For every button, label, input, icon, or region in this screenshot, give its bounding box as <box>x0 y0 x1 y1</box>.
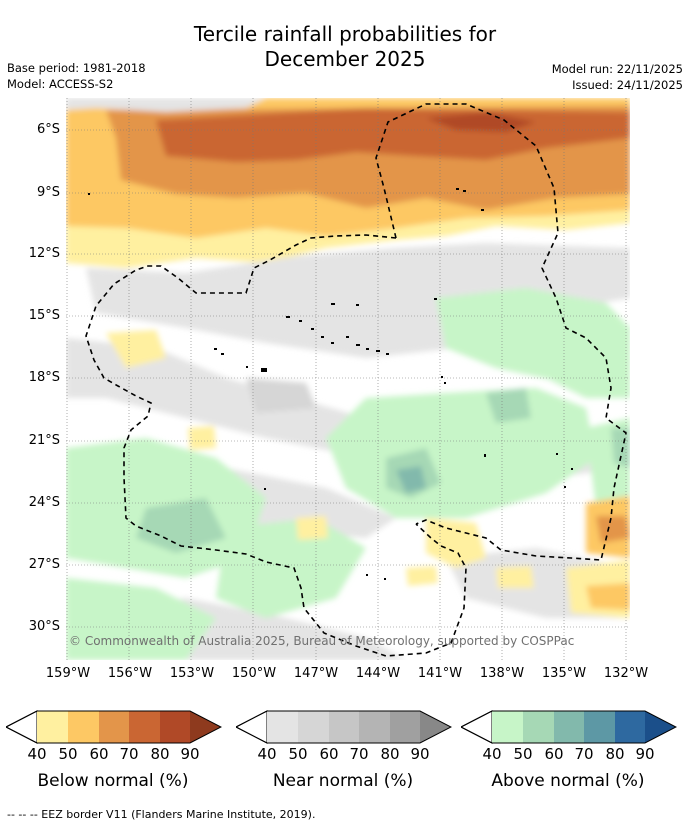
cbar-swatch <box>584 711 615 743</box>
lon-label: 144°W <box>355 666 401 681</box>
cbar-tick: 60 <box>89 745 109 763</box>
title-line-2: December 2025 <box>264 47 426 71</box>
eez-legend-note: -- -- -- EEZ border V11 (Flanders Marine… <box>7 808 316 821</box>
probability-shading <box>66 98 630 660</box>
lat-label: 6°S <box>36 122 60 137</box>
base-period: Base period: 1981-2018 <box>7 61 146 75</box>
lon-label: 147°W <box>293 666 339 681</box>
lat-label: 12°S <box>28 246 60 261</box>
eez-borders <box>85 103 627 657</box>
cbar-tick: 60 <box>319 745 339 763</box>
cbar-swatch <box>68 711 99 743</box>
below-normal-label: Below normal (%) <box>37 771 189 791</box>
cbar-tick: 40 <box>27 745 47 763</box>
cbar-tick: 80 <box>380 745 400 763</box>
map-title: Tercile rainfall probabilities for Decem… <box>0 22 690 72</box>
cbar-swatch <box>129 711 160 743</box>
cbar-tick: 80 <box>605 745 625 763</box>
cbar-upper-triangle <box>645 711 676 743</box>
lon-label: 138°W <box>479 666 525 681</box>
probability-map <box>66 98 630 660</box>
cbar-swatch <box>298 711 329 743</box>
lon-label: 153°W <box>169 666 215 681</box>
cbar-swatch <box>160 711 190 743</box>
title-line-1: Tercile rainfall probabilities for <box>193 22 497 46</box>
lat-label: 21°S <box>28 433 60 448</box>
meta-left: Base period: 1981-2018 Model: ACCESS-S2 <box>7 60 146 92</box>
cbar-tick: 60 <box>544 745 564 763</box>
islands <box>88 188 573 580</box>
cbar-swatch <box>492 711 523 743</box>
above-normal-colorbar <box>461 710 677 744</box>
cbar-tick: 90 <box>635 745 655 763</box>
lon-label: 141°W <box>417 666 463 681</box>
above-normal-label: Above normal (%) <box>491 771 645 791</box>
cbar-swatch <box>615 711 645 743</box>
lat-label: 9°S <box>36 185 60 200</box>
lat-label: 18°S <box>28 370 60 385</box>
cbar-swatch <box>390 711 420 743</box>
cbar-tick: 70 <box>119 745 139 763</box>
lon-label: 159°W <box>45 666 91 681</box>
cbar-tick: 50 <box>58 745 78 763</box>
near-normal-colorbar <box>236 710 452 744</box>
cbar-swatch <box>359 711 390 743</box>
cbar-tick: 50 <box>513 745 533 763</box>
cbar-swatch <box>554 711 584 743</box>
cbar-swatch <box>329 711 359 743</box>
lat-label: 15°S <box>28 308 60 323</box>
cbar-swatch <box>37 711 68 743</box>
cbar-upper-triangle <box>190 711 221 743</box>
graticule <box>66 98 630 660</box>
cbar-tick: 90 <box>180 745 200 763</box>
near-normal-label: Near normal (%) <box>272 771 414 791</box>
lat-label: 30°S <box>28 619 60 634</box>
cbar-swatch <box>523 711 554 743</box>
model-name: Model: ACCESS-S2 <box>7 77 114 91</box>
cbar-lower-triangle <box>236 710 268 744</box>
cbar-tick: 50 <box>288 745 308 763</box>
map-canvas <box>66 98 630 660</box>
lon-label: 135°W <box>541 666 587 681</box>
cbar-tick: 40 <box>257 745 277 763</box>
lat-label: 27°S <box>28 557 60 572</box>
lon-label: 156°W <box>107 666 153 681</box>
copyright-notice: © Commonwealth of Australia 2025, Bureau… <box>69 634 575 648</box>
cbar-tick: 70 <box>349 745 369 763</box>
cbar-lower-triangle <box>6 710 38 744</box>
cbar-tick: 70 <box>574 745 594 763</box>
cbar-tick: 80 <box>150 745 170 763</box>
cbar-swatch <box>267 711 298 743</box>
meta-right: Model run: 22/11/2025 Issued: 24/11/2025 <box>552 61 683 93</box>
cbar-lower-triangle <box>461 710 493 744</box>
below-normal-colorbar <box>6 710 222 744</box>
lon-label: 150°W <box>231 666 277 681</box>
cbar-upper-triangle <box>420 711 451 743</box>
lon-label: 132°W <box>603 666 649 681</box>
cbar-tick: 90 <box>410 745 430 763</box>
model-run-date: Model run: 22/11/2025 <box>551 62 683 76</box>
cbar-swatch <box>99 711 129 743</box>
cbar-tick: 40 <box>482 745 502 763</box>
issued-date: Issued: 24/11/2025 <box>572 78 683 92</box>
lat-label: 24°S <box>28 495 60 510</box>
